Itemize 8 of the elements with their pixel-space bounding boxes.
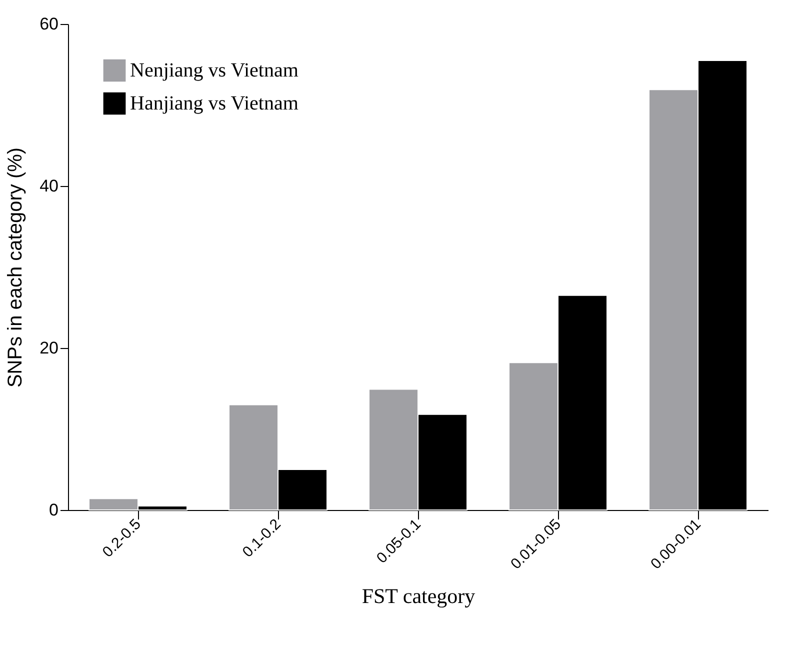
y-tick-label: 40 [40,176,58,196]
y-tick-label: 60 [40,14,58,34]
y-tick-label: 0 [49,500,58,520]
x-axis-title: FST category [362,584,476,608]
legend-label: Hanjiang vs Vietnam [130,92,299,114]
y-axis-title: SNPs in each category (%) [4,147,27,388]
y-tick-label: 20 [40,338,58,358]
legend-label: Nenjiang vs Vietnam [130,60,299,82]
